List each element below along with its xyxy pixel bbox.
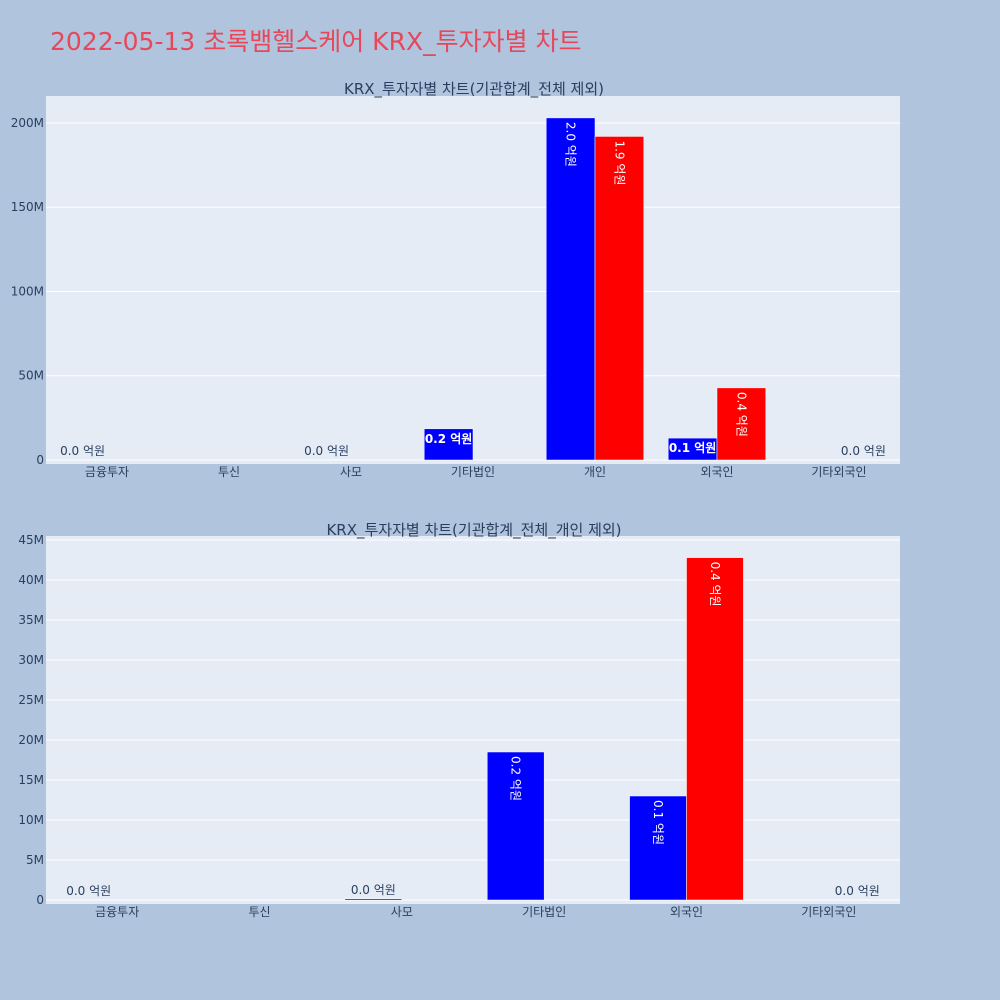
x-tick-label: 투신 [218,465,240,479]
bar [344,898,403,901]
data-label: 2.0 억원 [564,122,578,167]
data-label: 0.0 억원 [60,444,105,458]
chart-title: KRX_투자자별 차트(기관합계_전체 제외) [344,80,604,99]
y-tick-label: 20M [18,733,44,747]
bar [423,428,474,461]
data-label: 0.0 억원 [841,444,886,458]
y-tick-label: 40M [18,573,44,587]
y-tick-label: 15M [18,773,44,787]
data-label: 0.0 억원 [835,884,880,898]
data-label: 0.0 억원 [66,884,111,898]
x-tick-label: 기타외국인 [811,465,866,479]
y-tick-label: 35M [18,613,44,627]
data-label: 0.1 억원 [669,441,717,455]
plot-area [46,96,900,464]
bar [629,795,687,901]
x-tick-label: 외국인 [700,465,733,479]
chart-title: KRX_투자자별 차트(기관합계_전체_개인 제외) [326,521,621,540]
y-tick-label: 25M [18,693,44,707]
x-tick-label: 사모 [391,905,413,919]
page-title: 2022-05-13 초록뱀헬스케어 KRX_투자자별 차트 [50,27,582,56]
y-tick-label: 0 [36,893,44,907]
data-label: 0.1 억원 [651,800,665,845]
x-tick-label: 외국인 [670,905,703,919]
y-tick-label: 0 [36,453,44,467]
chart-bottom: 0 5M 10M 15M 20M 25M 30M 35M 40M 45M KRX_투자자별 차트(기… [18,521,900,919]
x-tick-label: 투신 [248,905,270,919]
y-tick-label: 45M [18,533,44,547]
data-label: 0.2 억원 [509,756,523,801]
data-label: 1.9 억원 [612,140,626,185]
bar [486,751,545,901]
data-label: 0.2 억원 [425,432,473,446]
data-label: 0.4 억원 [708,562,722,607]
data-label: 0.0 억원 [304,444,349,458]
y-tick-label: 5M [26,853,44,867]
y-tick-label: 200M [11,116,44,130]
plot-area [46,536,900,904]
data-label: 0.0 억원 [351,883,396,897]
y-tick-label: 30M [18,653,44,667]
x-tick-label: 사모 [340,465,362,479]
bar [716,387,767,461]
x-tick-label: 기타법인 [522,905,566,919]
bar [594,136,645,461]
data-label: 0.4 억원 [734,392,748,437]
y-tick-label: 150M [11,200,44,214]
bar [545,117,596,461]
x-tick-label: 금융투자 [95,905,139,919]
y-tick-label: 50M [18,369,44,383]
chart-top: 0 50M 100M 150M 200M KRX_투자자별 차트(기관합계_전체 제외) 금… [11,80,900,479]
x-tick-label: 기타법인 [451,465,495,479]
y-tick-label: 100M [11,284,44,298]
y-tick-label: 10M [18,813,44,827]
x-tick-label: 개인 [584,465,606,479]
x-tick-label: 금융투자 [85,465,129,479]
bar [686,557,744,901]
x-tick-label: 기타외국인 [801,905,856,919]
